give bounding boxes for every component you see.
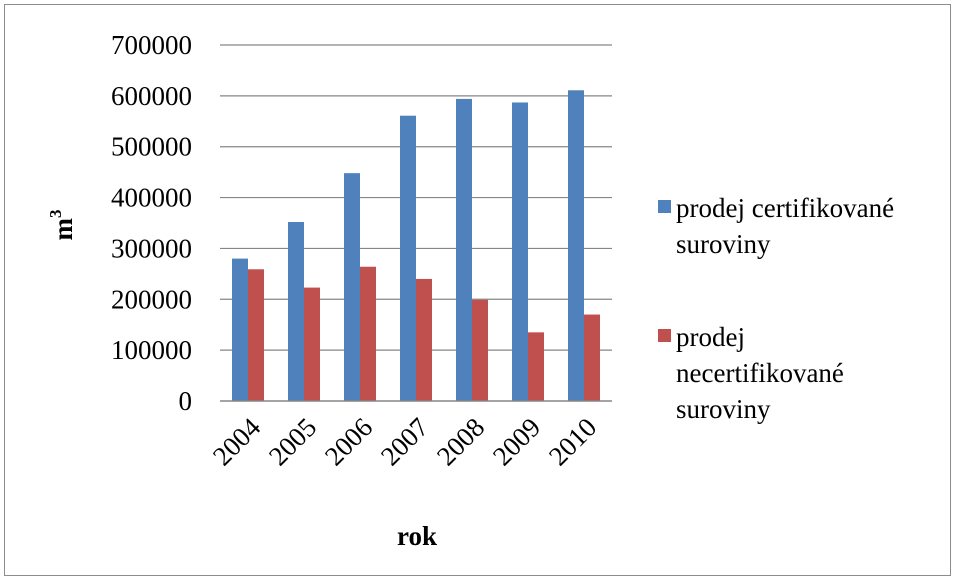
y-tick-label: 700000 bbox=[111, 30, 192, 60]
y-tick-label: 500000 bbox=[111, 132, 192, 162]
legend-label: suroviny bbox=[676, 229, 771, 259]
y-axis-title: m3 bbox=[46, 210, 78, 241]
bar-uncertified bbox=[360, 266, 376, 401]
x-tick-label: 2008 bbox=[431, 412, 490, 471]
legend-swatch bbox=[658, 200, 671, 213]
bar-uncertified bbox=[472, 299, 488, 401]
bar-certified bbox=[400, 115, 416, 401]
legend-label: suroviny bbox=[676, 394, 771, 424]
legend-label: necertifikované bbox=[676, 358, 844, 388]
bar-uncertified bbox=[304, 287, 320, 401]
bar-certified bbox=[568, 90, 584, 402]
legend-label: prodej certifikované bbox=[676, 193, 894, 223]
legend-entry: prodej necertifikované suroviny bbox=[658, 322, 844, 424]
x-axis-title: rok bbox=[397, 521, 437, 551]
y-tick-label: 600000 bbox=[111, 81, 192, 111]
x-tick-label: 2005 bbox=[263, 412, 322, 471]
y-tick-label: 0 bbox=[179, 386, 193, 416]
chart-frame bbox=[4, 4, 951, 576]
bar-certified bbox=[456, 98, 472, 401]
bar-uncertified bbox=[584, 314, 600, 401]
y-axis-title-superscript: 3 bbox=[46, 210, 65, 219]
x-tick-label: 2009 bbox=[487, 412, 546, 471]
legend-swatch bbox=[658, 329, 671, 342]
x-tick-label: 2007 bbox=[375, 412, 434, 471]
legend-label: prodej bbox=[676, 322, 745, 352]
bar-uncertified bbox=[416, 278, 432, 401]
bar-uncertified bbox=[528, 332, 544, 401]
legend: prodej certifikované suroviny prodej necert… bbox=[658, 193, 894, 424]
bar-certified bbox=[232, 258, 248, 401]
y-tick-label: 200000 bbox=[111, 284, 192, 314]
bars bbox=[232, 90, 600, 402]
y-tick-label: 400000 bbox=[111, 183, 192, 213]
y-tick-labels: 0 100000 200000 300000 400000 500000 600000 700… bbox=[111, 30, 192, 416]
x-tick-label: 2010 bbox=[543, 412, 602, 471]
y-axis-title-text: m bbox=[48, 218, 78, 241]
x-tick-label: 2004 bbox=[207, 412, 267, 472]
bar-uncertified bbox=[248, 269, 264, 401]
x-tick-label: 2006 bbox=[319, 412, 378, 471]
bar-certified bbox=[288, 221, 304, 401]
y-tick-label: 100000 bbox=[111, 335, 192, 365]
bar-certified bbox=[344, 173, 360, 401]
legend-entry: prodej certifikované suroviny bbox=[658, 193, 894, 259]
bar-certified bbox=[512, 102, 528, 402]
y-tick-label: 300000 bbox=[111, 233, 192, 263]
